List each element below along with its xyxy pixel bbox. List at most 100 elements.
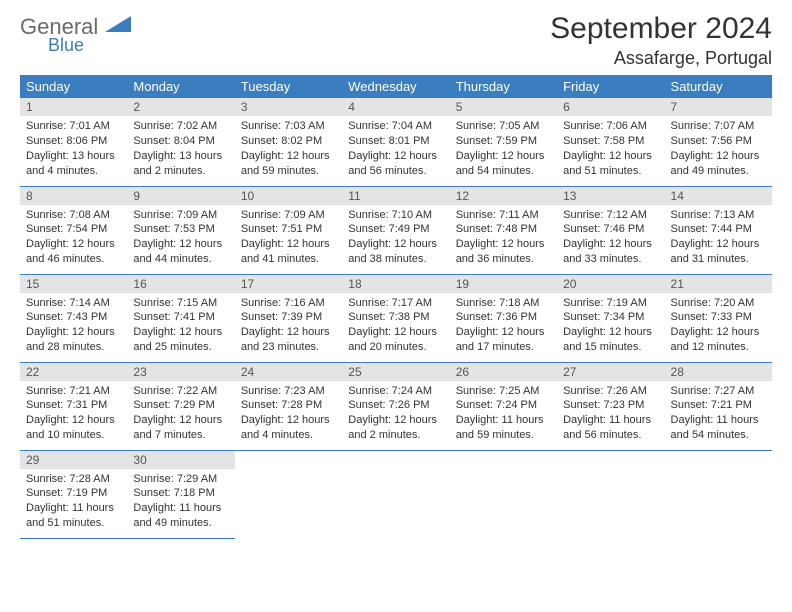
day-daylight: Daylight: 12 hours and 51 minutes. [563, 149, 658, 179]
day-daylight: Daylight: 11 hours and 54 minutes. [671, 413, 766, 443]
weekday-header: Monday [127, 75, 234, 98]
day-sunset: Sunset: 7:33 PM [671, 310, 766, 325]
day-sunset: Sunset: 7:49 PM [348, 222, 443, 237]
calendar-day: 12Sunrise: 7:11 AMSunset: 7:48 PMDayligh… [450, 186, 557, 274]
calendar-empty [665, 450, 772, 538]
calendar-day: 3Sunrise: 7:03 AMSunset: 8:02 PMDaylight… [235, 98, 342, 186]
day-number: 24 [235, 363, 342, 381]
day-sunset: Sunset: 7:39 PM [241, 310, 336, 325]
day-number: 9 [127, 187, 234, 205]
day-sunset: Sunset: 8:06 PM [26, 134, 121, 149]
day-daylight: Daylight: 12 hours and 46 minutes. [26, 237, 121, 267]
calendar-body: 1Sunrise: 7:01 AMSunset: 8:06 PMDaylight… [20, 98, 772, 538]
calendar-day: 21Sunrise: 7:20 AMSunset: 7:33 PMDayligh… [665, 274, 772, 362]
weekday-header: Tuesday [235, 75, 342, 98]
day-daylight: Daylight: 12 hours and 44 minutes. [133, 237, 228, 267]
day-sunset: Sunset: 7:19 PM [26, 486, 121, 501]
logo: General Blue [20, 12, 131, 54]
location-label: Assafarge, Portugal [550, 48, 772, 69]
day-sunset: Sunset: 7:31 PM [26, 398, 121, 413]
day-number: 18 [342, 275, 449, 293]
day-sunrise: Sunrise: 7:14 AM [26, 296, 121, 311]
day-details: Sunrise: 7:09 AMSunset: 7:51 PMDaylight:… [235, 205, 342, 271]
calendar-table: SundayMondayTuesdayWednesdayThursdayFrid… [20, 75, 772, 539]
day-details: Sunrise: 7:28 AMSunset: 7:19 PMDaylight:… [20, 469, 127, 535]
calendar-day: 10Sunrise: 7:09 AMSunset: 7:51 PMDayligh… [235, 186, 342, 274]
day-number: 21 [665, 275, 772, 293]
day-sunrise: Sunrise: 7:01 AM [26, 119, 121, 134]
day-details: Sunrise: 7:22 AMSunset: 7:29 PMDaylight:… [127, 381, 234, 447]
day-number: 12 [450, 187, 557, 205]
calendar-day: 29Sunrise: 7:28 AMSunset: 7:19 PMDayligh… [20, 450, 127, 538]
calendar-day: 22Sunrise: 7:21 AMSunset: 7:31 PMDayligh… [20, 362, 127, 450]
day-sunset: Sunset: 7:36 PM [456, 310, 551, 325]
day-sunrise: Sunrise: 7:10 AM [348, 208, 443, 223]
calendar-week: 29Sunrise: 7:28 AMSunset: 7:19 PMDayligh… [20, 450, 772, 538]
day-daylight: Daylight: 12 hours and 10 minutes. [26, 413, 121, 443]
calendar-day: 15Sunrise: 7:14 AMSunset: 7:43 PMDayligh… [20, 274, 127, 362]
day-daylight: Daylight: 11 hours and 49 minutes. [133, 501, 228, 531]
day-sunset: Sunset: 7:58 PM [563, 134, 658, 149]
day-sunset: Sunset: 7:24 PM [456, 398, 551, 413]
day-details: Sunrise: 7:20 AMSunset: 7:33 PMDaylight:… [665, 293, 772, 359]
day-daylight: Daylight: 12 hours and 41 minutes. [241, 237, 336, 267]
day-sunrise: Sunrise: 7:18 AM [456, 296, 551, 311]
day-details: Sunrise: 7:07 AMSunset: 7:56 PMDaylight:… [665, 116, 772, 182]
day-number: 22 [20, 363, 127, 381]
weekday-header: Thursday [450, 75, 557, 98]
day-sunrise: Sunrise: 7:11 AM [456, 208, 551, 223]
calendar-day: 23Sunrise: 7:22 AMSunset: 7:29 PMDayligh… [127, 362, 234, 450]
day-sunrise: Sunrise: 7:09 AM [133, 208, 228, 223]
calendar-day: 16Sunrise: 7:15 AMSunset: 7:41 PMDayligh… [127, 274, 234, 362]
calendar-day: 6Sunrise: 7:06 AMSunset: 7:58 PMDaylight… [557, 98, 664, 186]
calendar-day: 26Sunrise: 7:25 AMSunset: 7:24 PMDayligh… [450, 362, 557, 450]
day-sunrise: Sunrise: 7:24 AM [348, 384, 443, 399]
day-daylight: Daylight: 12 hours and 2 minutes. [348, 413, 443, 443]
day-details: Sunrise: 7:26 AMSunset: 7:23 PMDaylight:… [557, 381, 664, 447]
day-daylight: Daylight: 13 hours and 4 minutes. [26, 149, 121, 179]
day-number: 27 [557, 363, 664, 381]
day-details: Sunrise: 7:12 AMSunset: 7:46 PMDaylight:… [557, 205, 664, 271]
weekday-header: Sunday [20, 75, 127, 98]
day-number: 3 [235, 98, 342, 116]
day-number: 26 [450, 363, 557, 381]
calendar-day: 19 Sunrise: 7:18 AMSunset: 7:36 PMDayligh… [450, 274, 557, 362]
day-details: Sunrise: 7:23 AMSunset: 7:28 PMDaylight:… [235, 381, 342, 447]
day-number: 6 [557, 98, 664, 116]
calendar-day: 2Sunrise: 7:02 AMSunset: 8:04 PMDaylight… [127, 98, 234, 186]
day-details: Sunrise: 7:25 AMSunset: 7:24 PMDaylight:… [450, 381, 557, 447]
day-daylight: Daylight: 12 hours and 12 minutes. [671, 325, 766, 355]
day-number: 25 [342, 363, 449, 381]
day-number: 19 [450, 275, 557, 293]
day-sunset: Sunset: 7:29 PM [133, 398, 228, 413]
day-daylight: Daylight: 12 hours and 49 minutes. [671, 149, 766, 179]
day-sunrise: Sunrise: 7:17 AM [348, 296, 443, 311]
day-sunset: Sunset: 7:18 PM [133, 486, 228, 501]
calendar-header: SundayMondayTuesdayWednesdayThursdayFrid… [20, 75, 772, 98]
day-details: Sunrise: 7:14 AMSunset: 7:43 PMDaylight:… [20, 293, 127, 359]
day-daylight: Daylight: 11 hours and 51 minutes. [26, 501, 121, 531]
day-details: Sunrise: 7:17 AMSunset: 7:38 PMDaylight:… [342, 293, 449, 359]
day-daylight: Daylight: 12 hours and 25 minutes. [133, 325, 228, 355]
day-number: 7 [665, 98, 772, 116]
day-sunrise: Sunrise: 7:25 AM [456, 384, 551, 399]
day-daylight: Daylight: 11 hours and 56 minutes. [563, 413, 658, 443]
day-sunrise: Sunrise: 7:07 AM [671, 119, 766, 134]
day-sunrise: Sunrise: 7:16 AM [241, 296, 336, 311]
day-details: Sunrise: 7:16 AMSunset: 7:39 PMDaylight:… [235, 293, 342, 359]
day-sunset: Sunset: 7:26 PM [348, 398, 443, 413]
day-daylight: Daylight: 11 hours and 59 minutes. [456, 413, 551, 443]
day-sunset: Sunset: 7:38 PM [348, 310, 443, 325]
day-daylight: Daylight: 12 hours and 15 minutes. [563, 325, 658, 355]
day-number: 30 [127, 451, 234, 469]
day-number: 11 [342, 187, 449, 205]
day-sunset: Sunset: 8:02 PM [241, 134, 336, 149]
day-sunrise: Sunrise: 7:13 AM [671, 208, 766, 223]
page-title: September 2024 [550, 12, 772, 46]
day-sunrise: Sunrise: 7:22 AM [133, 384, 228, 399]
day-daylight: Daylight: 13 hours and 2 minutes. [133, 149, 228, 179]
day-daylight: Daylight: 12 hours and 17 minutes. [456, 325, 551, 355]
day-sunset: Sunset: 7:43 PM [26, 310, 121, 325]
calendar-week: 8Sunrise: 7:08 AMSunset: 7:54 PMDaylight… [20, 186, 772, 274]
calendar-day: 11Sunrise: 7:10 AMSunset: 7:49 PMDayligh… [342, 186, 449, 274]
